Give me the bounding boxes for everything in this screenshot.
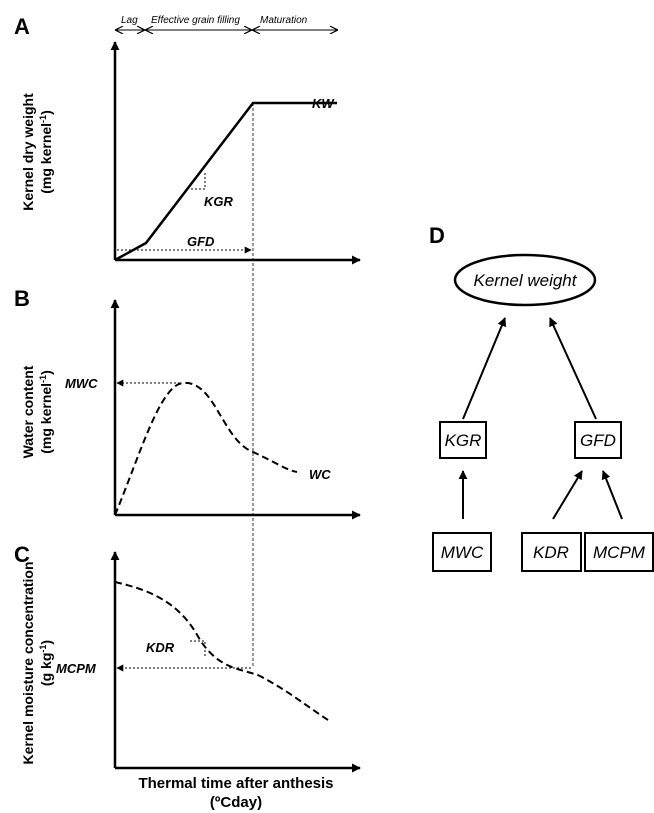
- panel-a-letter: A: [14, 14, 30, 39]
- panel-b-ylabel: Water content: [20, 365, 36, 458]
- panel-c-ylabel: Kernel moisture concentration: [20, 561, 36, 764]
- arrow-gfd-to-weight: [549, 317, 597, 420]
- kdr-node-label: KDR: [533, 543, 569, 562]
- panel-c-letter: C: [14, 542, 30, 567]
- panel-a-ylabel-unit: (mg kernel-1): [38, 110, 54, 194]
- kernel-weight-label: Kernel weight: [473, 271, 577, 290]
- kdr-label: KDR: [146, 640, 175, 655]
- panel-b-letter: B: [14, 286, 30, 311]
- kgr-node: [439, 421, 487, 459]
- mcpm-label: MCPM: [56, 661, 97, 676]
- gfd-node: [574, 421, 622, 459]
- mwc-node-label: MWC: [441, 543, 484, 562]
- x-axis-label: Thermal time after anthesis: [138, 775, 333, 792]
- arrow-mcpm-to-gfd: [601, 470, 623, 520]
- phase-lag-label: Lag: [121, 15, 138, 26]
- kgr-slope-marker: [191, 172, 206, 190]
- arrow-kgr-to-weight: [462, 317, 507, 420]
- gfd-label: GFD: [187, 234, 215, 249]
- panel-c-ylabel-unit: (g kg-1): [38, 640, 54, 686]
- wc-label: WC: [309, 467, 331, 482]
- kw-label: KW: [312, 96, 335, 111]
- kdr-node: [521, 532, 582, 572]
- panel-d-letter: D: [429, 223, 445, 248]
- panel-b-ylabel-unit: (mg kernel-1): [38, 370, 54, 454]
- gfd-node-label: GFD: [580, 431, 616, 450]
- mwc-label: MWC: [65, 376, 98, 391]
- kernel-weight-node: [453, 253, 597, 307]
- kgr-node-label: KGR: [445, 431, 482, 450]
- moisture-concentration-curve: [114, 581, 329, 721]
- x-axis-unit: (ºCday): [210, 794, 262, 811]
- mwc-node: [432, 532, 492, 572]
- phase-grain-filling-label: Effective grain filling: [151, 15, 240, 26]
- kdr-slope-marker: [190, 640, 206, 656]
- mcpm-node-label: MCPM: [593, 543, 646, 562]
- panel-a-ylabel: Kernel dry weight: [20, 93, 36, 211]
- kgr-label: KGR: [204, 194, 234, 209]
- arrow-kdr-to-gfd: [552, 470, 583, 520]
- mcpm-node: [584, 532, 654, 572]
- phase-maturation-label: Maturation: [260, 15, 308, 26]
- water-content-curve: [114, 381, 298, 516]
- kernel-weight-curve: [114, 101, 337, 262]
